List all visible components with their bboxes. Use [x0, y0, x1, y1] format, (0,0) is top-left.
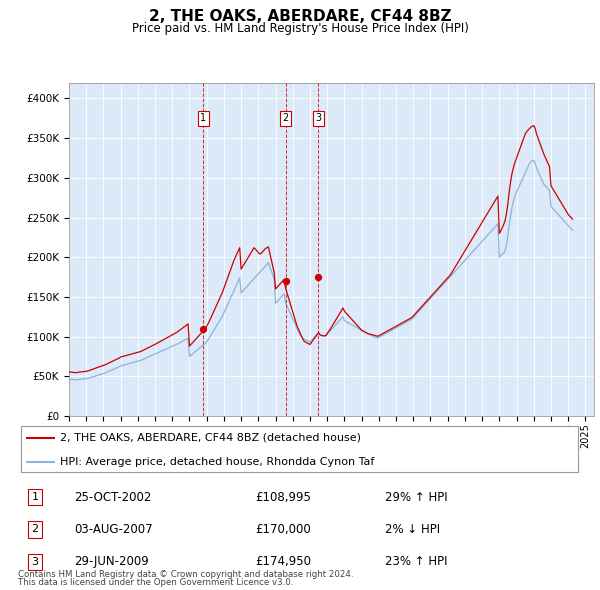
Text: £170,000: £170,000: [255, 523, 311, 536]
Text: This data is licensed under the Open Government Licence v3.0.: This data is licensed under the Open Gov…: [18, 578, 293, 587]
Text: 2: 2: [283, 113, 289, 123]
Text: 3: 3: [31, 556, 38, 566]
Text: HPI: Average price, detached house, Rhondda Cynon Taf: HPI: Average price, detached house, Rhon…: [60, 457, 374, 467]
Text: 2: 2: [31, 525, 38, 535]
Point: [199, 324, 208, 334]
Text: 2% ↓ HPI: 2% ↓ HPI: [385, 523, 440, 536]
Text: 29% ↑ HPI: 29% ↑ HPI: [385, 491, 447, 504]
Text: 2, THE OAKS, ABERDARE, CF44 8BZ: 2, THE OAKS, ABERDARE, CF44 8BZ: [149, 9, 451, 24]
Text: 1: 1: [200, 113, 206, 123]
Text: 23% ↑ HPI: 23% ↑ HPI: [385, 555, 447, 568]
Point: [314, 273, 323, 282]
FancyBboxPatch shape: [21, 425, 578, 473]
Text: £108,995: £108,995: [255, 491, 311, 504]
Text: 1: 1: [31, 493, 38, 502]
Text: 29-JUN-2009: 29-JUN-2009: [74, 555, 149, 568]
Point: [281, 276, 290, 286]
Text: 03-AUG-2007: 03-AUG-2007: [74, 523, 153, 536]
Text: 3: 3: [316, 113, 322, 123]
Text: 2, THE OAKS, ABERDARE, CF44 8BZ (detached house): 2, THE OAKS, ABERDARE, CF44 8BZ (detache…: [60, 432, 361, 442]
Text: 25-OCT-2002: 25-OCT-2002: [74, 491, 152, 504]
Text: Contains HM Land Registry data © Crown copyright and database right 2024.: Contains HM Land Registry data © Crown c…: [18, 571, 353, 579]
Text: £174,950: £174,950: [255, 555, 311, 568]
Text: Price paid vs. HM Land Registry's House Price Index (HPI): Price paid vs. HM Land Registry's House …: [131, 22, 469, 35]
